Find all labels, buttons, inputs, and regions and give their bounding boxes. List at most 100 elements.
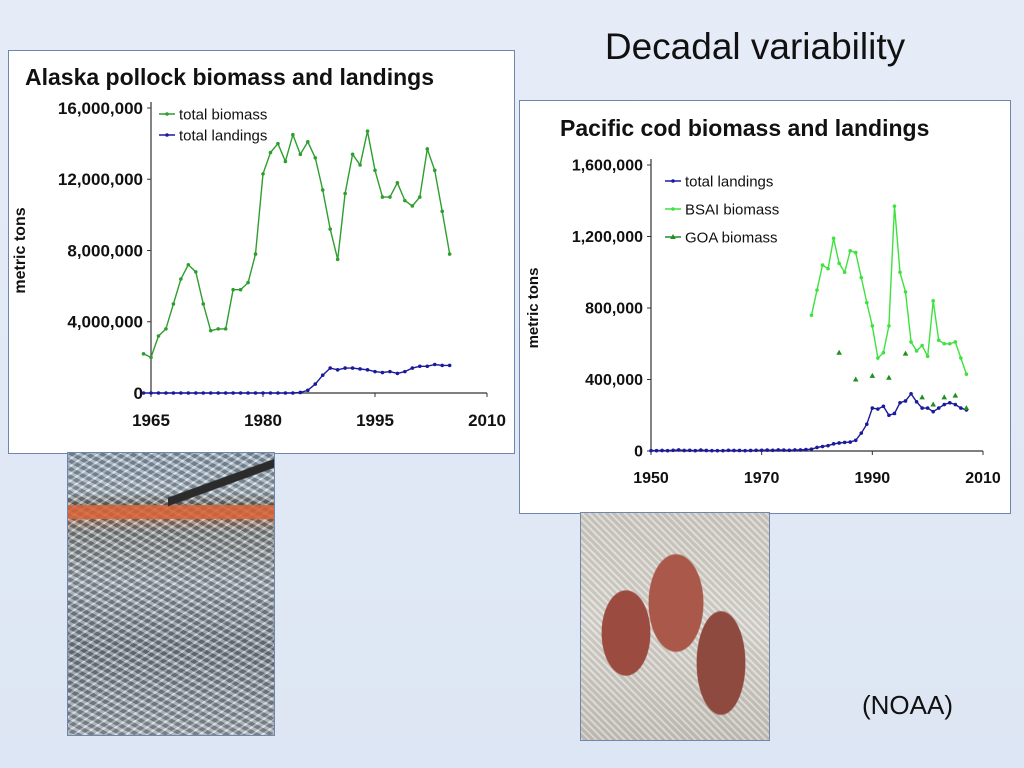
data-point bbox=[298, 390, 303, 395]
data-point bbox=[179, 391, 183, 395]
data-point bbox=[186, 262, 191, 267]
data-point bbox=[276, 391, 280, 395]
data-point bbox=[343, 366, 347, 370]
data-point bbox=[687, 448, 692, 453]
data-point bbox=[676, 448, 681, 452]
data-point bbox=[959, 356, 963, 360]
pollock-chart-panel: Alaska pollock biomass and landings 0 4,00… bbox=[8, 50, 515, 454]
data-point bbox=[836, 349, 842, 355]
data-point bbox=[201, 302, 206, 306]
data-point bbox=[649, 448, 653, 453]
data-point bbox=[809, 313, 814, 317]
data-point bbox=[732, 448, 736, 453]
data-point bbox=[842, 270, 847, 275]
data-point bbox=[737, 448, 742, 453]
data-point bbox=[859, 431, 864, 435]
x-tick-label: 2010 bbox=[965, 470, 1001, 487]
chart-title: Alaska pollock biomass and landings bbox=[25, 64, 434, 90]
data-point bbox=[920, 406, 924, 410]
data-point bbox=[171, 302, 176, 306]
data-point bbox=[388, 195, 392, 199]
data-point bbox=[869, 372, 876, 378]
data-point bbox=[964, 372, 969, 376]
data-point bbox=[699, 448, 703, 452]
data-point bbox=[930, 401, 936, 407]
series-line bbox=[651, 392, 967, 452]
data-point bbox=[306, 388, 310, 393]
x-tick-label: 1970 bbox=[744, 470, 780, 487]
data-point bbox=[156, 391, 161, 395]
data-point bbox=[925, 354, 930, 359]
data-point bbox=[848, 440, 852, 444]
legend-marker bbox=[165, 112, 169, 116]
cod-chart-panel: Pacific cod biomass and landings 0 400,000… bbox=[519, 100, 1011, 514]
data-point bbox=[865, 422, 869, 426]
data-point bbox=[298, 152, 303, 157]
data-point bbox=[216, 391, 220, 395]
legend-marker bbox=[671, 207, 675, 211]
data-point bbox=[440, 363, 445, 368]
data-point bbox=[859, 275, 864, 280]
data-point bbox=[208, 391, 213, 395]
data-point bbox=[358, 163, 362, 167]
data-point bbox=[238, 287, 243, 292]
pollock-chart: Alaska pollock biomass and landings 0 4,00… bbox=[12, 64, 506, 430]
data-point bbox=[276, 141, 280, 146]
x-tick-label: 1980 bbox=[244, 411, 282, 430]
data-point bbox=[948, 341, 952, 346]
data-point bbox=[343, 191, 347, 196]
data-point bbox=[942, 341, 947, 346]
data-point bbox=[953, 402, 958, 407]
data-point bbox=[223, 327, 228, 331]
y-tick-label: 1,600,000 bbox=[572, 158, 643, 175]
data-point bbox=[826, 266, 830, 271]
data-point bbox=[141, 391, 146, 395]
data-point bbox=[748, 448, 753, 453]
data-point bbox=[403, 198, 407, 203]
data-point bbox=[660, 448, 664, 453]
data-point bbox=[914, 400, 919, 404]
y-tick-label: 400,000 bbox=[585, 372, 643, 389]
data-point bbox=[253, 252, 258, 256]
data-point bbox=[291, 391, 295, 395]
data-point bbox=[820, 444, 825, 449]
data-point bbox=[931, 409, 935, 414]
data-point bbox=[350, 152, 355, 157]
data-point bbox=[246, 391, 250, 395]
data-point bbox=[654, 448, 659, 453]
data-point bbox=[919, 394, 925, 400]
data-point bbox=[743, 448, 747, 453]
data-point bbox=[164, 391, 168, 395]
y-axis-label: metric tons bbox=[12, 207, 29, 293]
data-point bbox=[403, 369, 407, 374]
data-point bbox=[283, 391, 288, 395]
data-point bbox=[941, 394, 948, 400]
data-point bbox=[948, 400, 952, 405]
data-point bbox=[815, 445, 819, 450]
y-axis-label: metric tons bbox=[525, 268, 542, 349]
data-point bbox=[410, 366, 415, 370]
data-point bbox=[380, 195, 385, 199]
data-point bbox=[350, 366, 355, 370]
data-point bbox=[902, 350, 909, 356]
legend-entry: total landings bbox=[179, 127, 267, 144]
data-point bbox=[837, 261, 841, 266]
slide-title: Decadal variability bbox=[604, 26, 906, 67]
data-point bbox=[328, 227, 333, 231]
data-point bbox=[380, 370, 385, 375]
data-point bbox=[765, 448, 769, 452]
data-point bbox=[782, 448, 786, 452]
series-line bbox=[143, 363, 450, 394]
data-point bbox=[892, 411, 897, 416]
data-point bbox=[787, 448, 792, 453]
data-point bbox=[870, 324, 875, 328]
data-point bbox=[253, 391, 258, 395]
data-point bbox=[179, 277, 183, 281]
data-point bbox=[726, 448, 731, 453]
data-point bbox=[335, 368, 340, 372]
data-point bbox=[201, 391, 206, 395]
data-point bbox=[710, 448, 714, 453]
cod-chart: Pacific cod biomass and landings 0 400,000… bbox=[525, 115, 1001, 487]
data-point bbox=[909, 340, 913, 344]
y-tick-label: 4,000,000 bbox=[67, 313, 143, 332]
